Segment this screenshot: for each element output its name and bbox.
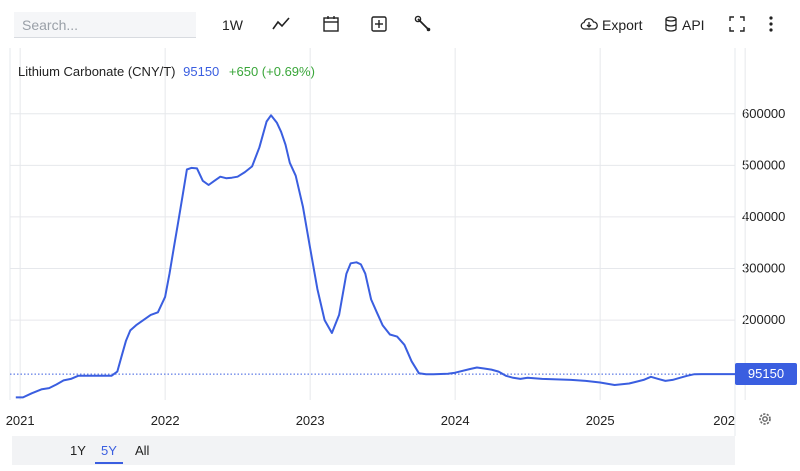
chart-area[interactable]: 200000 300000 400000 500000 600000 2021 2022 20…: [0, 48, 800, 436]
wrench-icon[interactable]: [412, 13, 434, 35]
range-selector: 1Y 5Y All: [0, 436, 800, 471]
y-tick-label: 300000: [742, 260, 785, 275]
export-button[interactable]: Export: [602, 17, 643, 33]
search-input[interactable]: Search...: [14, 12, 196, 38]
chart-legend: Lithium Carbonate (CNY/T) 95150 +650 (+0…: [18, 64, 315, 79]
x-tick-label: 2021: [6, 413, 35, 428]
active-range-indicator: [95, 462, 123, 464]
x-tick-label: 2024: [441, 413, 470, 428]
series-line: [15, 114, 738, 399]
legend-value: 95150: [183, 64, 220, 79]
add-box-icon[interactable]: [368, 13, 390, 35]
x-tick-label: 2023: [296, 413, 325, 428]
current-price-tag: 95150: [735, 363, 797, 386]
y-tick-label: 200000: [742, 312, 785, 327]
cloud-download-icon[interactable]: [578, 13, 600, 35]
legend-series-name: Lithium Carbonate (CNY/T): [18, 64, 176, 79]
range-button-1y[interactable]: 1Y: [70, 443, 86, 458]
x-tick-label: 2025: [586, 413, 615, 428]
x-tick-label: 2022: [151, 413, 180, 428]
range-button-all[interactable]: All: [135, 443, 150, 458]
toolbar: Search... 1W Export API: [0, 0, 800, 48]
line-chart-icon[interactable]: [270, 13, 292, 35]
more-vert-icon[interactable]: [760, 13, 782, 35]
range-selector-background: [12, 436, 735, 465]
gear-icon[interactable]: [756, 410, 774, 428]
calendar-icon[interactable]: [320, 13, 342, 35]
fullscreen-icon[interactable]: [726, 13, 748, 35]
database-icon[interactable]: [660, 13, 682, 35]
y-tick-label: 600000: [742, 106, 785, 121]
y-tick-label: 500000: [742, 157, 785, 172]
interval-button[interactable]: 1W: [222, 17, 243, 33]
range-button-5y[interactable]: 5Y: [101, 443, 117, 458]
y-tick-label: 400000: [742, 209, 785, 224]
api-button[interactable]: API: [682, 17, 705, 33]
legend-change: +650 (+0.69%): [228, 64, 315, 79]
x-tick-label: 202: [713, 413, 735, 428]
price-chart[interactable]: 200000 300000 400000 500000 600000 2021 2022 20…: [0, 48, 800, 436]
